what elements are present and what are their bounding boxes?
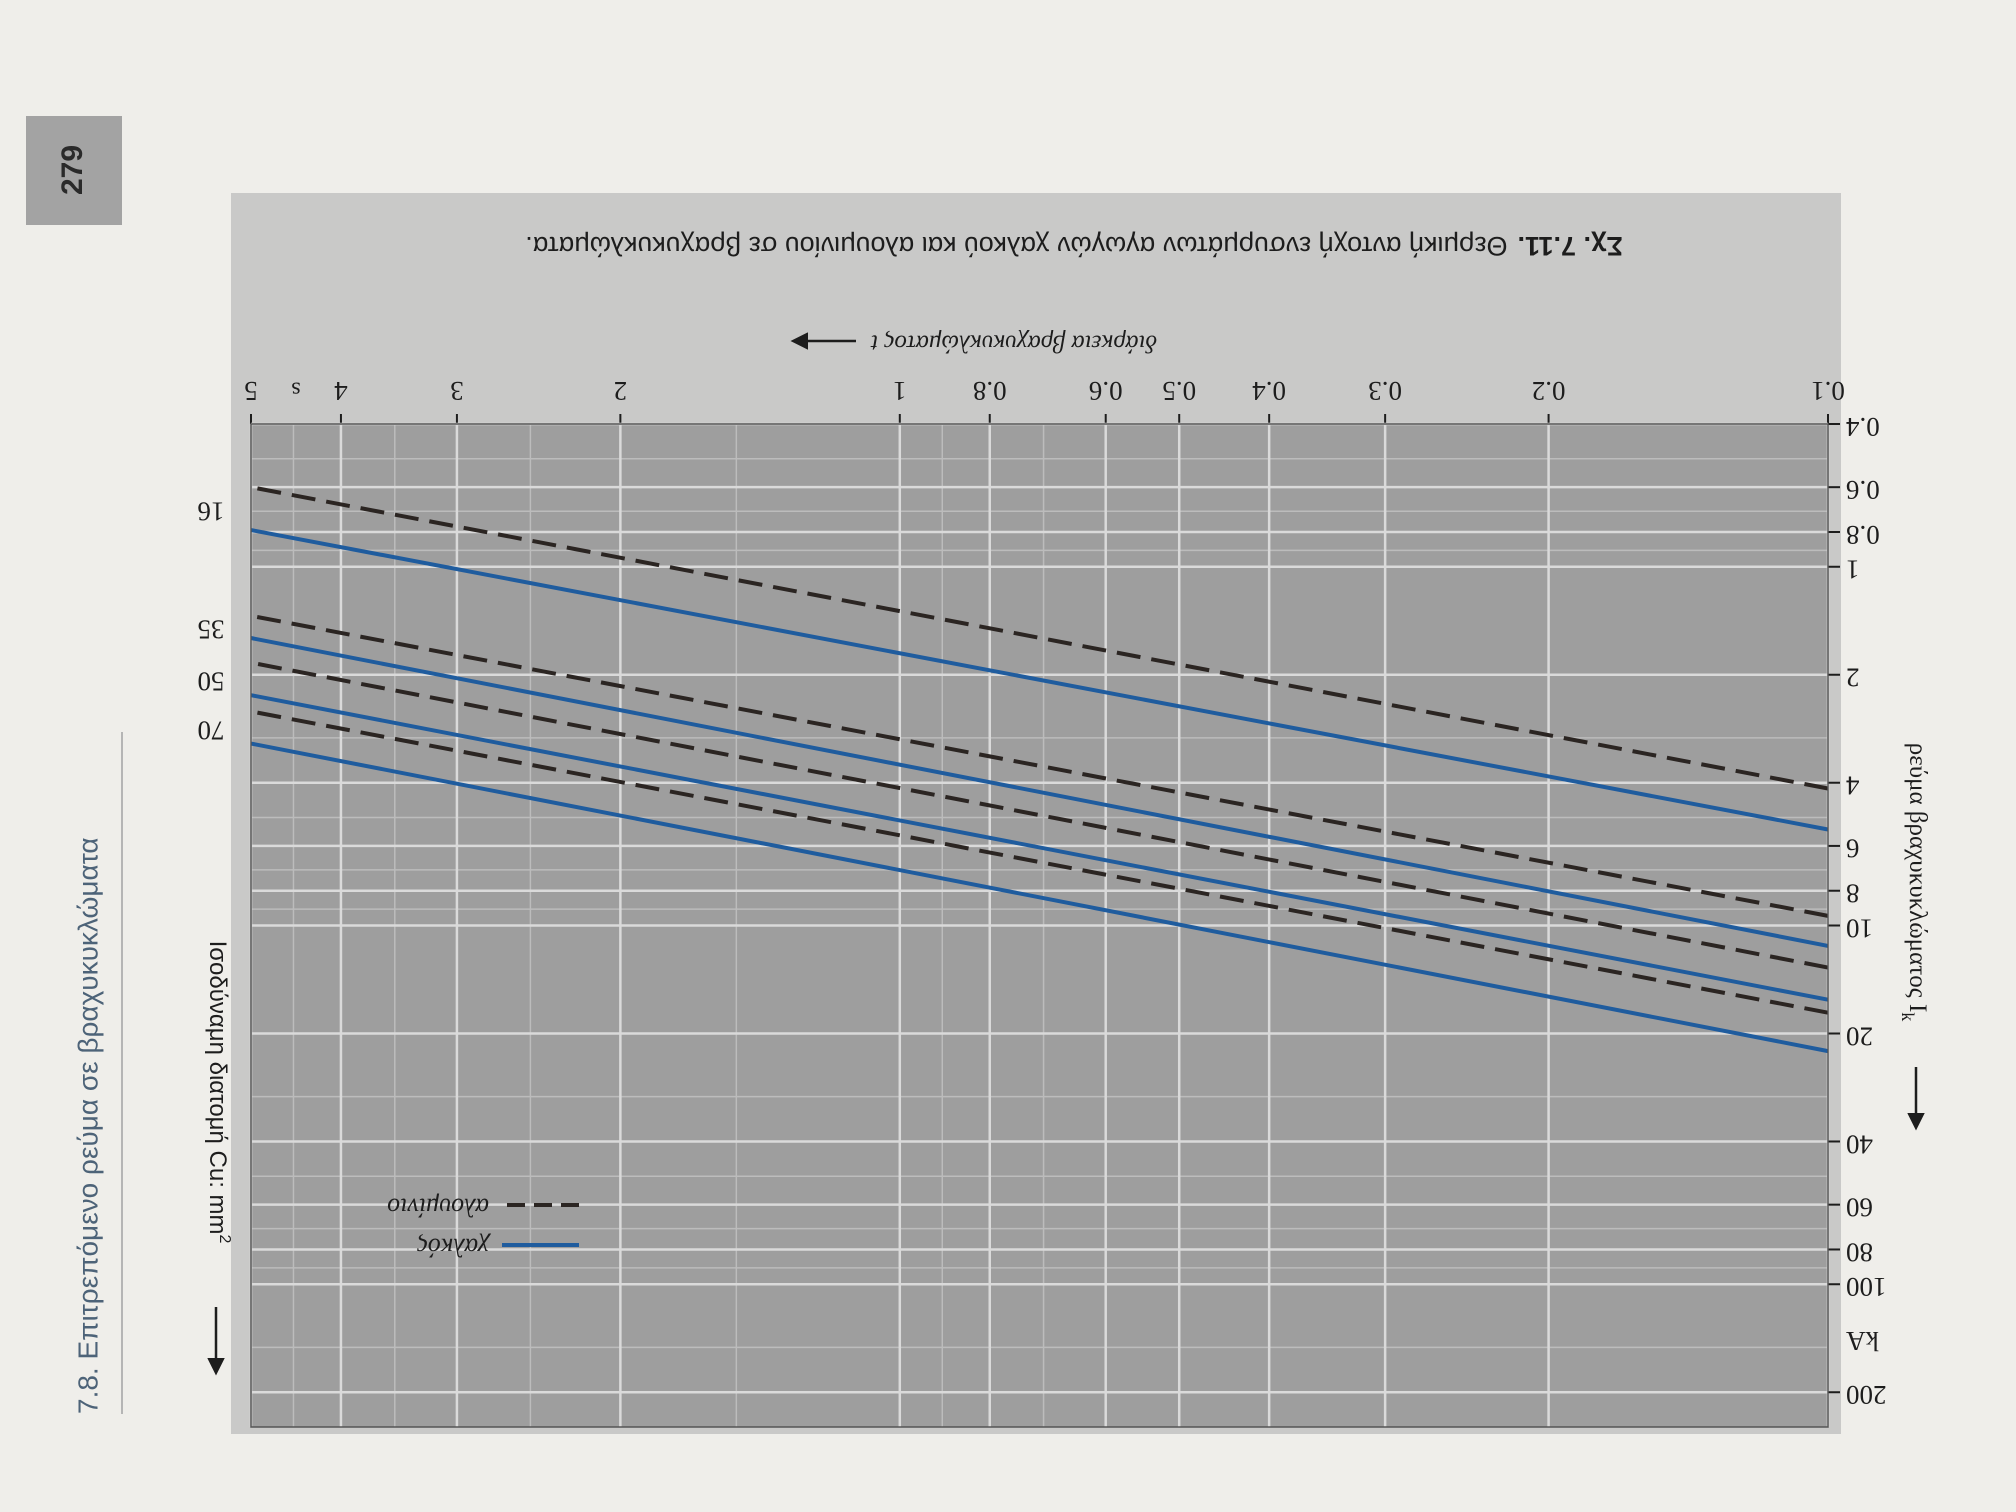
y-axis-label-subscript: k [1898, 1012, 1918, 1021]
y-tick-label: 8 [1846, 879, 1860, 909]
y-tick-label: 4 [1846, 771, 1860, 801]
plot-frame [250, 423, 1829, 1428]
x-tick-label: 5 [244, 376, 258, 406]
x-tick-label: 4 [334, 376, 348, 406]
y-tick-label: 80 [1846, 1237, 1873, 1267]
y-unit: kA [1846, 1326, 1880, 1356]
section-axis-title: Ισοδύναμη διατομή Cu: mm2 [204, 941, 234, 1244]
page-number: 279 [56, 145, 89, 195]
solid-line [250, 528, 1829, 832]
y-tick-label: 100 [1846, 1272, 1887, 1302]
dashed-line [250, 485, 1829, 791]
y-tick-label: 200 [1846, 1380, 1887, 1410]
solid-line [250, 636, 1829, 948]
x-tick-label: 2 [614, 376, 628, 406]
section-header: 7.8. Επιτρεπόμενο ρεύμα σε βραχυκυκλώματ… [72, 837, 103, 1414]
y-tick-label: 1 [1846, 555, 1860, 585]
legend-label: αλουμίνιο [387, 1193, 489, 1222]
x-tick-label: 1 [893, 376, 907, 406]
dashed-line [250, 613, 1829, 918]
y-tick-label: 2 [1846, 663, 1860, 693]
y-tick-label: 40 [1846, 1129, 1873, 1159]
section-title-text: Ισοδύναμη διατομή Cu: mm [204, 941, 231, 1235]
solid-line [250, 693, 1829, 1002]
x-tick-label: 0.5 [1162, 376, 1196, 406]
y-tick-label: 6 [1846, 834, 1860, 864]
dashed-line [250, 660, 1829, 970]
y-tick-label: 0.8 [1846, 520, 1880, 550]
legend-label: χαλκός [417, 1233, 492, 1262]
dashed-line [250, 709, 1829, 1015]
section-label: 70 [198, 715, 225, 745]
x-tick-label: 0.6 [1089, 376, 1123, 406]
y-tick-label: 20 [1846, 1021, 1873, 1051]
caption: Σχ. 7.11. Θερμική αντοχή ενσυρμάτων αγωγώ… [525, 231, 1623, 261]
solid-line [250, 741, 1829, 1054]
x-tick-label: 0.2 [1532, 376, 1566, 406]
y-tick-label: 0.6 [1846, 475, 1880, 505]
x-tick-label: 0.8 [973, 376, 1007, 406]
section-label: 35 [198, 615, 225, 645]
y-tick-label: 60 [1846, 1192, 1873, 1222]
x-tick-label: 0.4 [1252, 376, 1286, 406]
x-tick-label: 3 [450, 376, 464, 406]
x-tick-label: 0.1 [1811, 376, 1845, 406]
x-tick-label: 0.3 [1368, 376, 1402, 406]
y-axis-label-text: ρεύμα βραχυκυκλώματος I [1904, 743, 1931, 1013]
y-tick-label: 10 [1846, 913, 1873, 943]
caption-text: Θερμική αντοχή ενσυρμάτων αγωγών χαλκού … [525, 231, 1507, 261]
x-axis-label: διάρκεια βραχυκυκλώματος t [870, 329, 1157, 356]
section-label: 50 [198, 667, 225, 697]
y-tick-label: 0.4 [1846, 412, 1880, 442]
y-axis-label: ρεύμα βραχυκυκλώματος Ik [1898, 743, 1931, 1022]
section-label: 16 [198, 496, 225, 526]
x-unit: s [291, 376, 300, 402]
caption-label: Σχ. 7.11. [1517, 231, 1622, 261]
page-number-band [26, 116, 122, 225]
section-title-superscript: 2 [216, 1235, 233, 1244]
